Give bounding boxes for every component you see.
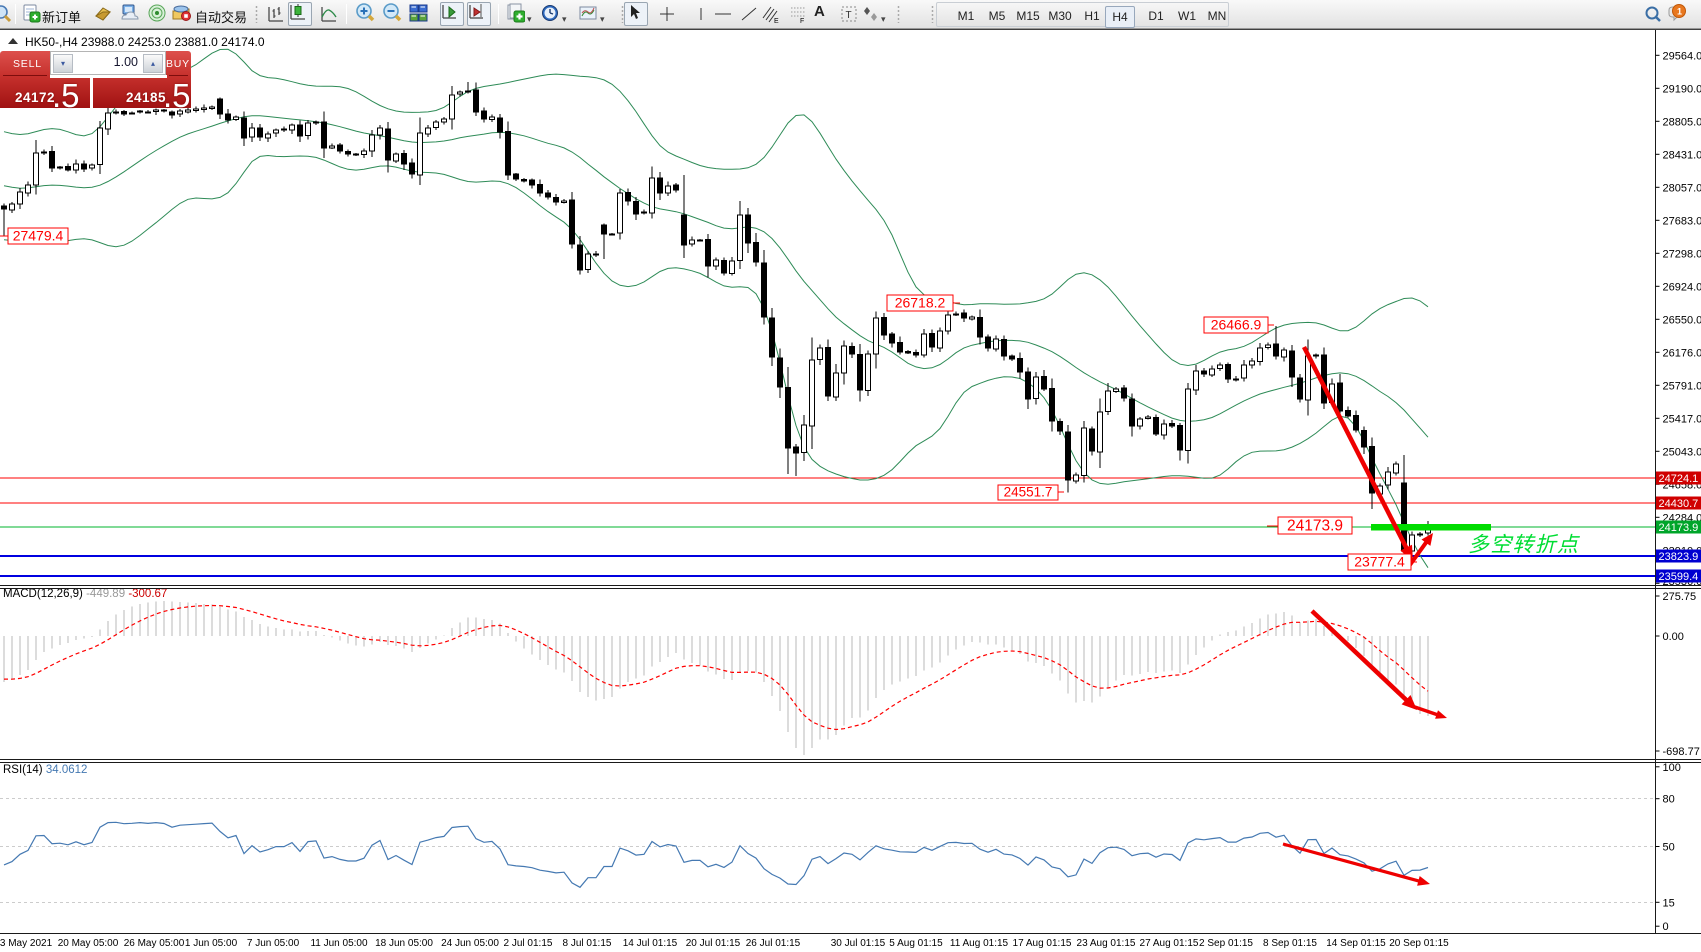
svg-text:18 Jun 05:00: 18 Jun 05:00 [375, 938, 433, 949]
svg-text:23 Aug 01:15: 23 Aug 01:15 [1077, 938, 1136, 949]
svg-text:28805.0: 28805.0 [1663, 116, 1701, 128]
svg-text:24430.7: 24430.7 [1659, 498, 1699, 510]
svg-text:20 Sep 01:15: 20 Sep 01:15 [1389, 938, 1449, 949]
svg-text:多空转折点: 多空转折点 [1468, 534, 1580, 557]
svg-text:20 Jul 01:15: 20 Jul 01:15 [686, 938, 741, 949]
svg-text:F: F [800, 18, 804, 24]
svg-text:0: 0 [1663, 921, 1669, 933]
svg-text:24173.9: 24173.9 [1287, 518, 1343, 535]
svg-text:50: 50 [1663, 842, 1675, 854]
svg-text:28431.0: 28431.0 [1663, 149, 1701, 161]
svg-text:8 Jul 01:15: 8 Jul 01:15 [563, 938, 612, 949]
svg-text:26176.0: 26176.0 [1663, 347, 1701, 359]
svg-text:24551.7: 24551.7 [1004, 485, 1053, 500]
svg-text:15: 15 [1663, 897, 1675, 909]
svg-text:26 Jul 01:15: 26 Jul 01:15 [746, 938, 801, 949]
svg-text:30 Jul 01:15: 30 Jul 01:15 [831, 938, 886, 949]
svg-text:26718.2: 26718.2 [895, 295, 946, 311]
svg-text:27479.4: 27479.4 [13, 228, 64, 244]
svg-text:27298.0: 27298.0 [1663, 248, 1701, 260]
svg-text:11 Aug 01:15: 11 Aug 01:15 [950, 938, 1009, 949]
svg-text:29190.0: 29190.0 [1663, 83, 1701, 95]
svg-text:HK50-,H4 23988.0 24253.0 2388: HK50-,H4 23988.0 24253.0 23881.0 24174.0 [25, 35, 265, 49]
svg-text:-698.77: -698.77 [1663, 746, 1700, 758]
svg-text:100: 100 [1663, 762, 1681, 774]
svg-text:2 Jul 01:15: 2 Jul 01:15 [504, 938, 553, 949]
svg-text:275.75: 275.75 [1663, 591, 1697, 603]
svg-text:26466.9: 26466.9 [1211, 317, 1262, 333]
svg-text:27683.0: 27683.0 [1663, 215, 1701, 227]
svg-text:28057.0: 28057.0 [1663, 182, 1701, 194]
svg-text:RSI(14) 34.0612: RSI(14) 34.0612 [3, 764, 87, 776]
svg-text:3 May 2021: 3 May 2021 [0, 938, 53, 949]
svg-text:26 May 05:00: 26 May 05:00 [124, 938, 185, 949]
svg-text:17 Aug 01:15: 17 Aug 01:15 [1013, 938, 1072, 949]
svg-text:27 Aug 01:15: 27 Aug 01:15 [1140, 938, 1199, 949]
svg-text:8 Sep 01:15: 8 Sep 01:15 [1263, 938, 1317, 949]
svg-text:14 Jul 01:15: 14 Jul 01:15 [623, 938, 678, 949]
svg-text:26924.0: 26924.0 [1663, 281, 1701, 293]
svg-text:26550.0: 26550.0 [1663, 314, 1701, 326]
svg-text:5 Aug 01:15: 5 Aug 01:15 [889, 938, 943, 949]
svg-text:11 Jun 05:00: 11 Jun 05:00 [310, 938, 368, 949]
svg-text:24724.1: 24724.1 [1659, 473, 1699, 485]
svg-text:23777.4: 23777.4 [1354, 554, 1405, 570]
svg-text:7 Jun 05:00: 7 Jun 05:00 [247, 938, 300, 949]
svg-text:2 Sep 01:15: 2 Sep 01:15 [1199, 938, 1253, 949]
svg-text:80: 80 [1663, 794, 1675, 806]
svg-text:24 Jun 05:00: 24 Jun 05:00 [441, 938, 499, 949]
svg-text:14 Sep 01:15: 14 Sep 01:15 [1326, 938, 1386, 949]
svg-text:25791.0: 25791.0 [1663, 380, 1701, 392]
svg-text:25417.0: 25417.0 [1663, 413, 1701, 425]
svg-text:29564.0: 29564.0 [1663, 50, 1701, 62]
svg-text:25043.0: 25043.0 [1663, 446, 1701, 458]
svg-text:1 Jun 05:00: 1 Jun 05:00 [185, 938, 238, 949]
svg-text:20 May 05:00: 20 May 05:00 [58, 938, 119, 949]
svg-text:24173.9: 24173.9 [1659, 522, 1699, 534]
svg-text:1: 1 [1677, 7, 1682, 17]
svg-text:E: E [774, 18, 779, 24]
svg-text:0.00: 0.00 [1663, 631, 1684, 643]
svg-text:MACD(12,26,9) -449.89 -300.67: MACD(12,26,9) -449.89 -300.67 [3, 588, 167, 600]
svg-text:23599.4: 23599.4 [1659, 571, 1699, 583]
svg-text:T: T [846, 10, 852, 21]
svg-text:23823.9: 23823.9 [1659, 551, 1699, 563]
